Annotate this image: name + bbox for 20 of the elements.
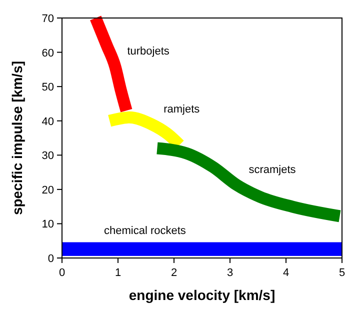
series-label: scramjets xyxy=(248,164,296,176)
x-tick-label: 2 xyxy=(170,267,178,279)
x-tick-label: 3 xyxy=(226,267,234,279)
x-tick-label: 0 xyxy=(58,267,66,279)
y-tick-label: 30 xyxy=(42,150,54,162)
x-axis-title: engine velocity [km/s] xyxy=(128,287,276,303)
y-tick-label: 0 xyxy=(48,253,54,265)
y-axis-title: specific impulse [km/s] xyxy=(9,60,25,216)
y-tick-label: 70 xyxy=(42,13,54,25)
x-tick-label: 1 xyxy=(114,267,122,279)
series-label: turbojets xyxy=(127,46,170,58)
series-label: ramjets xyxy=(164,103,200,116)
y-tick-label: 10 xyxy=(42,218,54,231)
x-tick-label: 4 xyxy=(282,267,290,279)
y-tick-label: 20 xyxy=(42,184,54,196)
x-tick-label: 5 xyxy=(338,267,346,279)
y-tick-label: 60 xyxy=(42,47,54,60)
y-tick-label: 50 xyxy=(42,82,54,94)
band-label: chemical rockets xyxy=(104,225,186,238)
y-tick-label: 40 xyxy=(42,116,54,128)
